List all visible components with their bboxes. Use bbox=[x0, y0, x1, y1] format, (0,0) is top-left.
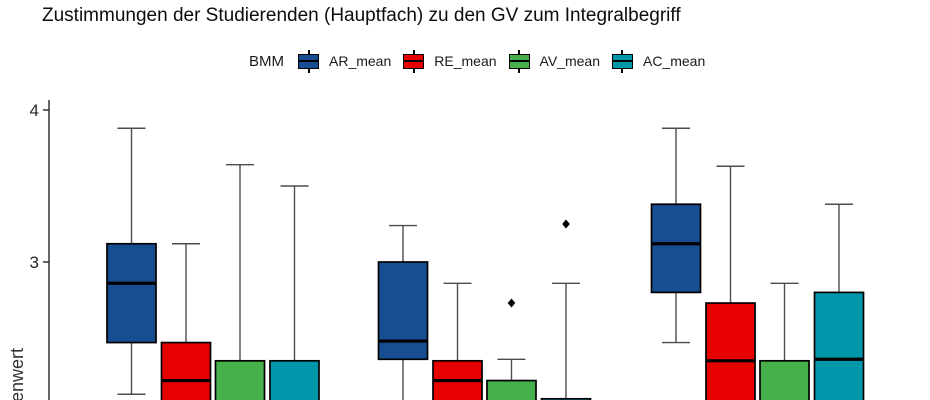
legend-item-ac-mean: AC_mean bbox=[611, 49, 706, 73]
boxplot-box-av_mean bbox=[486, 379, 537, 400]
outlier-point bbox=[562, 219, 570, 229]
boxplot-box-ar_mean bbox=[106, 242, 157, 344]
boxplot-key-icon bbox=[611, 49, 633, 73]
legend-item-label: AC_mean bbox=[642, 53, 706, 69]
legend-item-re-mean: RE_mean bbox=[403, 49, 497, 73]
boxplot-box-ac_mean bbox=[540, 397, 592, 400]
legend-title: BMM bbox=[249, 52, 284, 70]
boxplot-box-av_mean bbox=[214, 359, 266, 400]
legend-item-ar-mean: AR_mean bbox=[298, 49, 392, 73]
boxplot-box-re_mean bbox=[705, 302, 756, 400]
boxplot-box-ac_mean bbox=[813, 291, 865, 400]
outlier-point bbox=[507, 298, 516, 308]
boxplot-box-ac_mean bbox=[269, 359, 320, 400]
boxplot-box-re_mean bbox=[160, 341, 212, 400]
boxplot-key-icon bbox=[403, 49, 425, 73]
y-tick-label: 3 bbox=[30, 253, 39, 272]
boxplot-box-ar_mean bbox=[377, 261, 429, 361]
boxplot-key-icon bbox=[508, 49, 530, 73]
boxplot-box-ar_mean bbox=[650, 203, 702, 294]
legend-item-av-mean: AV_mean bbox=[508, 49, 600, 73]
y-tick-label: 4 bbox=[30, 101, 39, 120]
boxplot-box-av_mean bbox=[759, 359, 810, 400]
legend-item-label: AR_mean bbox=[329, 53, 392, 69]
legend-item-label: AV_mean bbox=[539, 53, 600, 69]
chart-title: Zustimmungen der Studierenden (Hauptfach… bbox=[42, 5, 681, 26]
boxplot-key-icon bbox=[298, 49, 319, 73]
legend-item-label: RE_mean bbox=[434, 53, 497, 69]
legend: BMM AR_mean RE_mean AV_mean AC_mean bbox=[249, 49, 717, 73]
